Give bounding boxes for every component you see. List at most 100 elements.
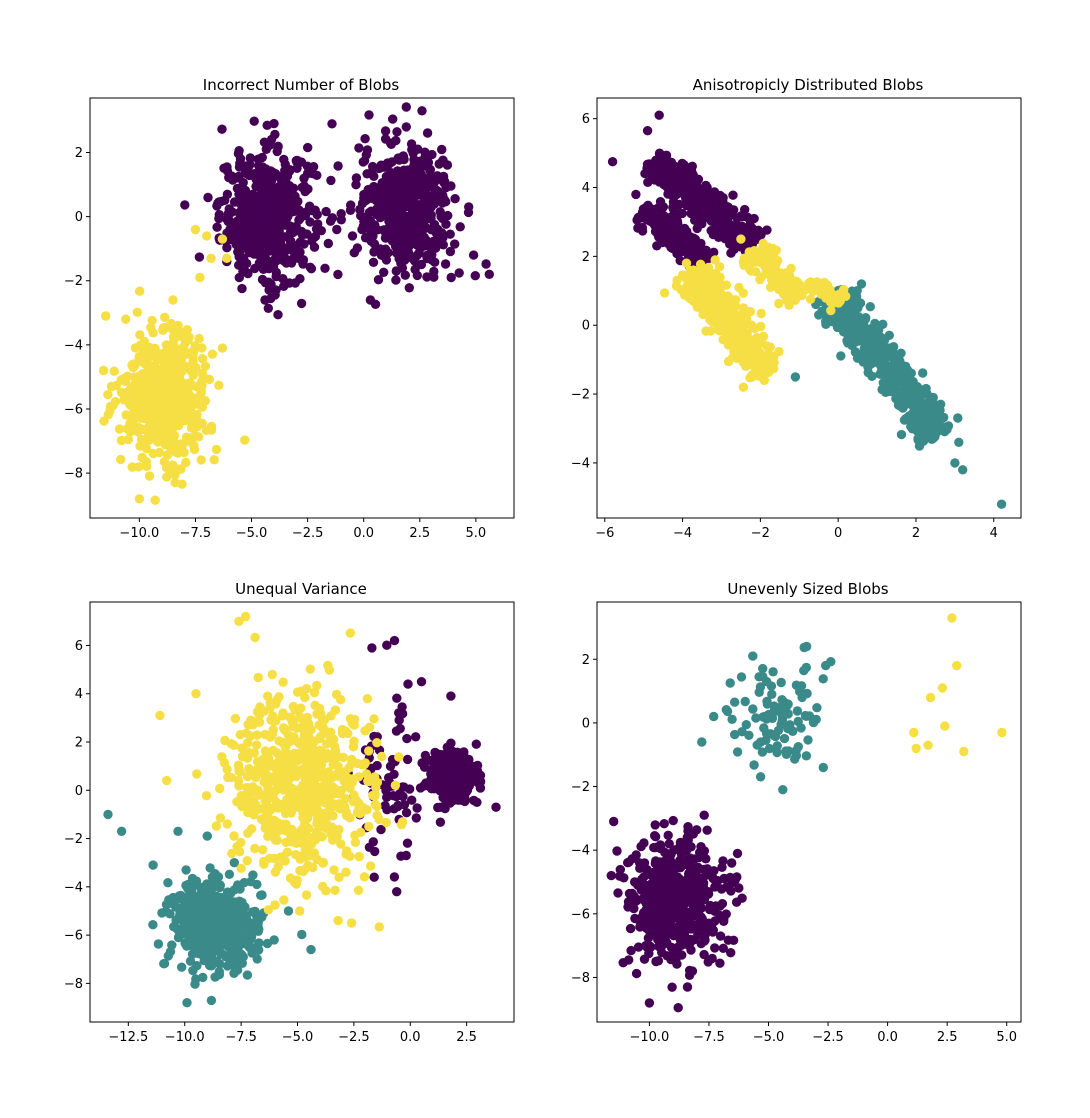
scatter-point: [891, 367, 901, 377]
scatter-point: [426, 210, 436, 220]
scatter-point: [358, 221, 369, 231]
scatter-point: [299, 181, 309, 191]
scatter-point: [234, 847, 245, 857]
scatter-point: [300, 845, 310, 855]
scatter-point: [861, 313, 871, 323]
scatter-point: [159, 400, 170, 411]
y-tick-label: 2: [582, 250, 590, 265]
scatter-point: [251, 800, 261, 810]
scatter-point: [114, 424, 125, 434]
x-tick-label: 5.0: [996, 1030, 1017, 1045]
scatter-point: [288, 240, 298, 250]
scatter-point: [828, 290, 838, 300]
scatter-point: [182, 395, 192, 406]
scatter-point: [356, 211, 366, 221]
scatter-point: [119, 395, 129, 405]
scatter-point: [305, 664, 315, 674]
scatter-point: [877, 384, 887, 395]
scatter-point: [181, 457, 191, 468]
scatter-point: [752, 345, 762, 356]
x-tick-label: 5.0: [466, 526, 487, 541]
scatter-point: [312, 680, 322, 691]
scatter-point: [745, 227, 755, 238]
scatter-point: [850, 347, 861, 357]
scatter-point: [230, 713, 241, 724]
scatter-point: [316, 747, 327, 757]
scatter-point: [338, 752, 349, 763]
scatter-point: [99, 416, 109, 426]
subplot-title: Unevenly Sized Blobs: [727, 580, 888, 598]
scatter-point: [156, 436, 167, 447]
scatter-point: [153, 422, 163, 432]
scatter-point: [402, 754, 413, 765]
scatter-point: [394, 155, 404, 165]
scatter-point: [215, 783, 225, 794]
scatter-point: [333, 761, 343, 771]
scatter-point: [360, 134, 370, 144]
scatter-point: [330, 705, 341, 715]
scatter-point: [365, 295, 376, 305]
scatter-point: [337, 728, 348, 739]
scatter-point: [419, 196, 429, 207]
scatter-point: [346, 918, 357, 928]
scatter-point: [188, 366, 198, 376]
scatter-point: [437, 144, 447, 155]
scatter-point: [258, 845, 268, 855]
scatter-point: [863, 367, 873, 378]
scatter-point: [103, 809, 113, 820]
scatter-point: [381, 785, 391, 796]
scatter-point: [111, 380, 122, 391]
scatter-point: [263, 905, 274, 915]
scatter-point: [236, 245, 246, 255]
scatter-point: [381, 209, 391, 219]
scatter-point: [137, 452, 147, 463]
scatter-point: [296, 227, 306, 238]
scatter-point: [329, 788, 340, 799]
scatter-point: [135, 441, 145, 451]
scatter-point: [144, 421, 155, 431]
scatter-point: [439, 178, 449, 188]
scatter-point: [401, 122, 411, 132]
scatter-point: [278, 677, 288, 687]
scatter-point: [211, 821, 222, 831]
scatter-point: [391, 275, 401, 285]
scatter-point: [321, 206, 331, 217]
scatter-point: [661, 222, 671, 232]
scatter-point: [734, 282, 744, 293]
scatter-point: [411, 732, 421, 742]
scatter-point: [326, 175, 336, 186]
scatter-point: [672, 234, 683, 244]
scatter-point: [217, 343, 228, 353]
scatter-point: [649, 219, 659, 229]
scatter-points: [607, 110, 1007, 509]
scatter-point: [261, 164, 271, 174]
scatter-point: [103, 389, 113, 400]
x-tick-label: 0: [834, 526, 842, 541]
scatter-point: [192, 769, 202, 779]
scatter-point: [143, 379, 153, 389]
scatter-point: [349, 248, 359, 258]
scatter-point: [814, 310, 824, 320]
scatter-point: [639, 206, 649, 217]
scatter-point: [812, 277, 822, 287]
scatter-point: [282, 781, 292, 792]
scatter-point: [121, 314, 131, 324]
scatter-point: [194, 382, 204, 392]
scatter-point: [241, 728, 251, 738]
scatter-point: [196, 455, 206, 465]
scatter-point: [668, 815, 678, 826]
y-tick-label: −2: [571, 780, 590, 795]
scatter-point: [240, 902, 250, 912]
scatter-point: [306, 796, 316, 807]
scatter-point: [173, 826, 183, 836]
scatter-point: [370, 789, 380, 800]
scatter-point: [292, 875, 302, 885]
scatter-point: [281, 837, 291, 847]
scatter-point: [836, 351, 846, 361]
scatter-point: [631, 189, 641, 200]
scatter-point: [720, 311, 730, 322]
scatter-point: [273, 215, 283, 225]
scatter-point: [368, 164, 378, 174]
scatter-point: [735, 337, 745, 347]
